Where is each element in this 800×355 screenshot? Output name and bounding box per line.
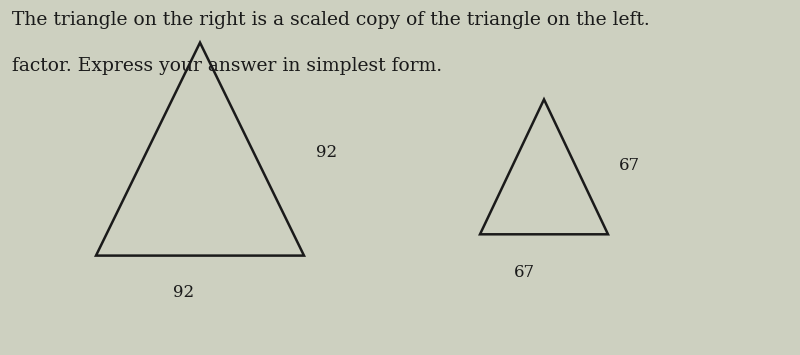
Text: 67: 67	[618, 157, 639, 174]
Text: 67: 67	[514, 264, 534, 282]
Text: factor. Express your answer in simplest form.: factor. Express your answer in simplest …	[12, 57, 442, 75]
Text: 92: 92	[174, 284, 194, 301]
Text: 92: 92	[316, 144, 337, 161]
Text: The triangle on the right is a scaled copy of the triangle on the left.: The triangle on the right is a scaled co…	[12, 11, 650, 29]
